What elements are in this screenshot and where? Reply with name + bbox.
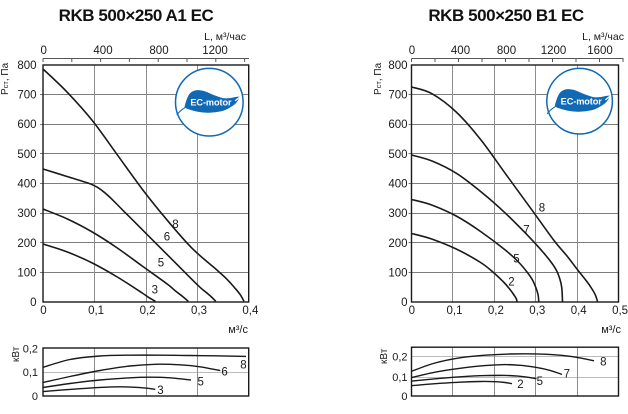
svg-text:RKB 500×250 B1 EC: RKB 500×250 B1 EC	[428, 6, 584, 25]
svg-text:400: 400	[388, 179, 407, 191]
svg-text:2: 2	[508, 277, 514, 289]
svg-text:6: 6	[221, 367, 227, 379]
svg-text:3: 3	[157, 385, 163, 397]
svg-text:Рст, Па: Рст, Па	[373, 62, 384, 95]
svg-text:0: 0	[30, 297, 36, 309]
svg-text:1600: 1600	[587, 45, 613, 57]
svg-text:100: 100	[17, 267, 36, 279]
svg-text:0,1: 0,1	[447, 305, 463, 317]
svg-text:800: 800	[497, 45, 516, 57]
svg-text:0,1: 0,1	[23, 367, 38, 379]
svg-text:800: 800	[149, 45, 168, 57]
svg-text:0,4: 0,4	[242, 305, 259, 317]
svg-text:5: 5	[197, 377, 203, 389]
svg-text:8: 8	[172, 219, 178, 231]
svg-text:EC-motor: EC-motor	[190, 97, 232, 107]
svg-text:м³/с: м³/с	[228, 324, 248, 336]
svg-text:L, м³/час: L, м³/час	[582, 31, 624, 43]
svg-text:0: 0	[409, 45, 415, 57]
svg-text:300: 300	[388, 208, 407, 220]
svg-text:8: 8	[539, 203, 545, 215]
svg-text:0: 0	[401, 391, 407, 403]
svg-text:0,2: 0,2	[140, 305, 156, 317]
svg-text:L, м³/час: L, м³/час	[204, 31, 246, 43]
svg-text:7: 7	[564, 368, 570, 380]
svg-text:0,2: 0,2	[488, 305, 504, 317]
svg-text:0: 0	[40, 45, 46, 57]
svg-text:400: 400	[17, 179, 36, 191]
svg-text:200: 200	[17, 238, 36, 250]
svg-text:RKB 500×250 A1 EC: RKB 500×250 A1 EC	[59, 6, 214, 25]
svg-text:2: 2	[517, 379, 523, 391]
svg-text:100: 100	[388, 267, 407, 279]
svg-text:700: 700	[388, 90, 407, 102]
svg-text:700: 700	[17, 90, 36, 102]
svg-text:кВт: кВт	[379, 348, 390, 364]
svg-text:8: 8	[600, 356, 606, 368]
svg-text:8: 8	[240, 360, 246, 372]
svg-text:500: 500	[17, 149, 36, 161]
svg-text:1200: 1200	[541, 45, 567, 57]
svg-text:0,2: 0,2	[392, 351, 407, 363]
svg-text:0,3: 0,3	[191, 305, 207, 317]
svg-text:600: 600	[17, 119, 36, 131]
svg-text:200: 200	[388, 238, 407, 250]
svg-text:6: 6	[164, 231, 170, 243]
svg-text:5: 5	[513, 254, 519, 266]
svg-text:0: 0	[409, 305, 415, 317]
svg-text:Рст, Па: Рст, Па	[0, 62, 11, 95]
svg-text:0: 0	[32, 391, 38, 403]
svg-text:0,4: 0,4	[571, 305, 588, 317]
svg-text:0,5: 0,5	[612, 305, 628, 317]
svg-text:1200: 1200	[202, 45, 228, 57]
svg-text:3: 3	[152, 285, 158, 297]
svg-text:800: 800	[17, 60, 36, 72]
svg-text:600: 600	[388, 119, 407, 131]
svg-text:0,1: 0,1	[392, 372, 407, 384]
svg-text:0,2: 0,2	[23, 343, 38, 355]
svg-text:400: 400	[451, 45, 470, 57]
svg-text:400: 400	[93, 45, 112, 57]
svg-text:300: 300	[17, 208, 36, 220]
svg-text:800: 800	[388, 60, 407, 72]
svg-text:EC-motor: EC-motor	[561, 96, 603, 106]
svg-text:5: 5	[158, 257, 164, 269]
svg-text:0: 0	[401, 297, 407, 309]
svg-text:0,3: 0,3	[529, 305, 545, 317]
svg-text:0,1: 0,1	[88, 305, 104, 317]
svg-text:0: 0	[40, 305, 46, 317]
svg-text:м³/с: м³/с	[601, 324, 621, 336]
svg-text:500: 500	[388, 149, 407, 161]
svg-text:кВт: кВт	[11, 346, 22, 362]
svg-text:5: 5	[537, 376, 543, 388]
svg-text:7: 7	[523, 225, 529, 237]
